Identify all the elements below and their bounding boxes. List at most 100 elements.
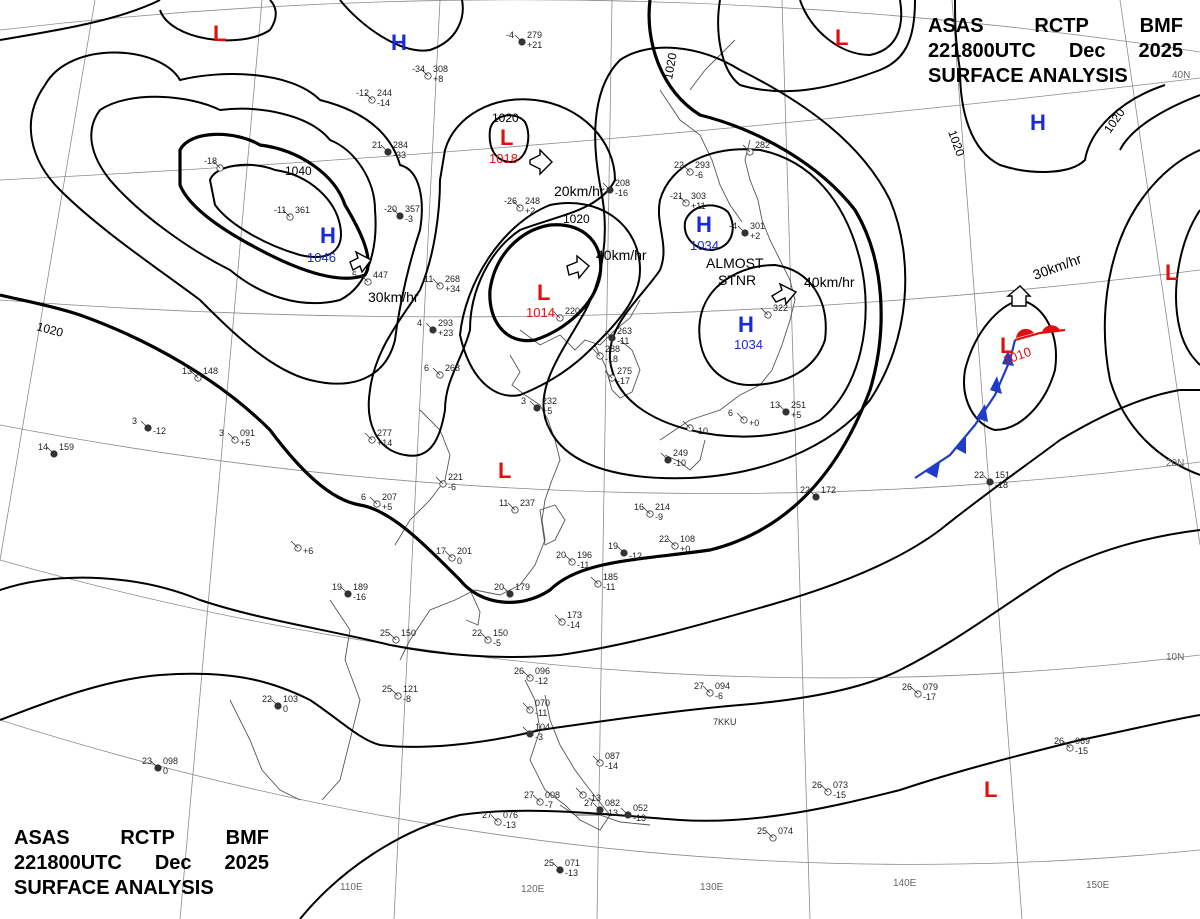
station-temperature: 26 bbox=[902, 682, 912, 692]
isobar bbox=[609, 148, 867, 438]
station-plot: 22 172 bbox=[800, 485, 836, 501]
station-pressure: 189 bbox=[353, 582, 368, 592]
station-temperature: 25 bbox=[382, 684, 392, 694]
station-pressure-tendency: -12 bbox=[535, 676, 548, 686]
header-year: 2025 bbox=[1138, 40, 1183, 62]
station-plot: 22 293-6 bbox=[674, 160, 710, 180]
station-pressure: 303 bbox=[691, 191, 706, 201]
map-header-top: ASAS RCTP BMF 221800UTC Dec 2025 SURFACE… bbox=[928, 14, 1183, 89]
station-plot: 6 268 bbox=[424, 363, 460, 379]
isobar bbox=[29, 51, 423, 385]
station-pressure-tendency: -12 bbox=[153, 426, 166, 436]
station-plot: 185-11 bbox=[590, 572, 618, 592]
wind-barb-icon bbox=[514, 34, 523, 43]
station-pressure: 268 bbox=[445, 363, 460, 373]
station-pressure: 221 bbox=[448, 472, 463, 482]
station-pressure-tendency: -3 bbox=[535, 732, 543, 742]
cold-front-barb bbox=[990, 376, 1002, 394]
station-pressure: 094 bbox=[715, 681, 730, 691]
station-temperature: -11 bbox=[274, 205, 286, 215]
station-pressure-tendency: -11 bbox=[603, 582, 615, 592]
station-temperature: 16 bbox=[634, 502, 644, 512]
stationary-label: STNR bbox=[718, 272, 756, 288]
station-plot: 27 076-13 bbox=[482, 810, 518, 830]
isobar bbox=[954, 0, 1166, 173]
station-plot: 220 bbox=[552, 306, 580, 322]
station-pressure: 268 bbox=[445, 274, 460, 284]
wind-barb-icon bbox=[150, 760, 159, 769]
station-temperature: 25 bbox=[544, 858, 554, 868]
cold-front-barb bbox=[976, 404, 988, 422]
wind-barb-icon bbox=[360, 274, 369, 283]
wind-barb-icon bbox=[420, 68, 429, 77]
coastline bbox=[524, 679, 611, 831]
station-plot: 26 073-15 bbox=[812, 780, 848, 800]
motion-arrow-icon bbox=[529, 148, 553, 176]
station-temperature: 22 bbox=[472, 628, 482, 638]
header-title: SURFACE ANALYSIS bbox=[928, 65, 1128, 87]
station-plot: -11 361 bbox=[274, 205, 310, 221]
station-temperature: 6 bbox=[361, 492, 366, 502]
station-pressure-tendency: +5 bbox=[542, 406, 552, 416]
parallel-line bbox=[0, 719, 1200, 865]
wind-barb-icon bbox=[602, 182, 611, 191]
map-header-bottom: ASAS RCTP BMF 221800UTC Dec 2025 SURFACE… bbox=[14, 826, 269, 901]
longitude-label: 120E bbox=[521, 884, 545, 895]
station-pressure-tendency: -18 bbox=[995, 480, 1008, 490]
station-pressure-tendency: +5 bbox=[382, 502, 392, 512]
station-temperature: -34 bbox=[412, 64, 425, 74]
station-plot: 22 151-18 bbox=[974, 470, 1010, 490]
station-plot: 5 447 bbox=[352, 270, 388, 286]
high-center-symbol: H bbox=[320, 223, 336, 248]
wind-barb-icon bbox=[642, 506, 651, 515]
station-pressure: 108 bbox=[680, 534, 695, 544]
station-plot: 25 074 bbox=[757, 826, 793, 842]
station-pressure: 244 bbox=[377, 88, 392, 98]
latitude-label: 20N bbox=[1166, 458, 1184, 469]
warm-front-bump bbox=[1016, 328, 1034, 338]
motion-arrow-icon bbox=[349, 250, 373, 274]
station-temperature: 3 bbox=[132, 416, 137, 426]
station-temperature: 3 bbox=[219, 428, 224, 438]
isobar bbox=[542, 46, 907, 480]
station-pressure: 148 bbox=[203, 366, 218, 376]
station-temperature: 27 bbox=[584, 798, 594, 808]
low-center-symbol: L bbox=[1165, 260, 1178, 285]
motion-arrow-icon bbox=[566, 254, 590, 280]
wind-barb-icon bbox=[227, 432, 236, 441]
station-pressure-tendency: +21 bbox=[527, 40, 542, 50]
station-plot: 221-6 bbox=[435, 472, 463, 492]
station-pressure-tendency: -33 bbox=[393, 150, 406, 160]
wind-barb-icon bbox=[432, 278, 441, 287]
isobar bbox=[717, 0, 916, 93]
isobar bbox=[458, 202, 642, 397]
station-plot: 173-14 bbox=[554, 610, 582, 630]
station-plot: -21 303+11 bbox=[670, 191, 706, 211]
station-pressure-tendency: -15 bbox=[1075, 746, 1088, 756]
station-pressure: 082 bbox=[605, 798, 620, 808]
wind-barb-icon bbox=[140, 420, 149, 429]
isobar bbox=[799, 0, 903, 57]
station-pressure-tendency: 0 bbox=[163, 766, 168, 776]
wind-barb-icon bbox=[425, 322, 434, 331]
station-temperature: 26 bbox=[514, 666, 524, 676]
station-plot: 052-13 bbox=[620, 803, 648, 823]
isobar bbox=[339, 0, 464, 52]
station-plot: 282 bbox=[742, 140, 770, 156]
station-pressure: 103 bbox=[283, 694, 298, 704]
island bbox=[539, 504, 566, 546]
header-station: RCTP bbox=[1034, 15, 1089, 37]
station-plot: 27 008-7 bbox=[524, 790, 560, 810]
wind-barb-icon bbox=[507, 502, 516, 511]
station-plot: 26 096-12 bbox=[514, 666, 550, 686]
station-plot: 19 189-16 bbox=[332, 582, 368, 602]
station-pressure-tendency: -13 bbox=[605, 808, 618, 818]
isobar bbox=[0, 389, 1200, 658]
header-title: SURFACE ANALYSIS bbox=[14, 877, 214, 899]
wind-barb-icon bbox=[270, 698, 279, 707]
station-plot: -26 248+2 bbox=[504, 196, 540, 216]
station-pressure: 091 bbox=[240, 428, 255, 438]
station-pressure-tendency: 0 bbox=[457, 556, 462, 566]
station-plot: 208-16 bbox=[602, 178, 630, 198]
